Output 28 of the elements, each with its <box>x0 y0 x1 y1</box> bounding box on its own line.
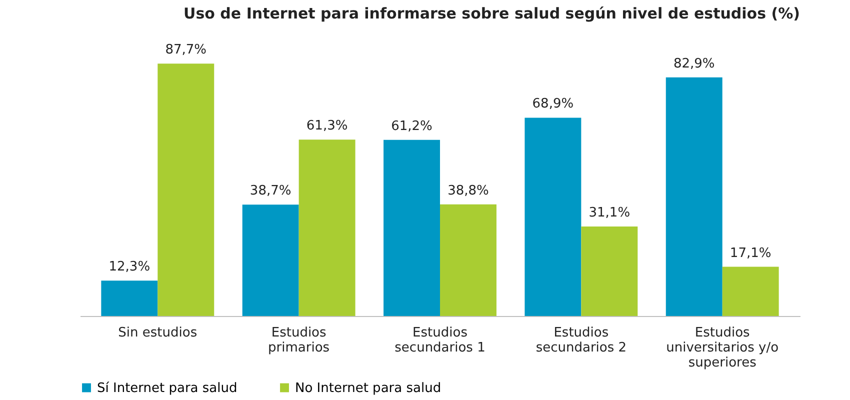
data-label: 61,3% <box>306 118 348 134</box>
bar <box>101 280 158 316</box>
legend-label: No Internet para salud <box>295 380 442 396</box>
data-label: 82,9% <box>673 56 715 72</box>
bar <box>722 266 779 316</box>
data-label: 38,8% <box>448 183 489 198</box>
bar <box>242 204 299 316</box>
data-label: 87,7% <box>165 42 207 58</box>
x-tick-label: Sin estudios <box>118 326 198 340</box>
x-tick-label: Estudios secundarios 2 <box>536 326 627 356</box>
bar <box>158 64 214 316</box>
chart-title: Uso de Internet para informarse sobre salud según nivel de estudios (%) <box>184 4 800 23</box>
bar <box>524 118 582 316</box>
bar <box>384 140 440 316</box>
data-label: 17,1% <box>730 246 772 261</box>
bar <box>440 204 496 316</box>
data-label: 61,2% <box>391 118 432 134</box>
bar <box>298 140 356 316</box>
bar <box>666 77 722 316</box>
data-label: 38,7% <box>250 184 292 199</box>
legend-label: Sí Internet para salud <box>97 380 238 396</box>
bar <box>581 226 638 316</box>
data-label: 12,3% <box>108 260 150 275</box>
data-label: 68,9% <box>532 96 574 112</box>
data-label: 31,1% <box>588 206 630 220</box>
x-tick-label: Estudios universitarios y/o superiores <box>666 326 779 370</box>
x-tick-label: Estudios secundarios 1 <box>394 326 486 356</box>
x-tick-label: Estudios primarios <box>268 326 330 356</box>
